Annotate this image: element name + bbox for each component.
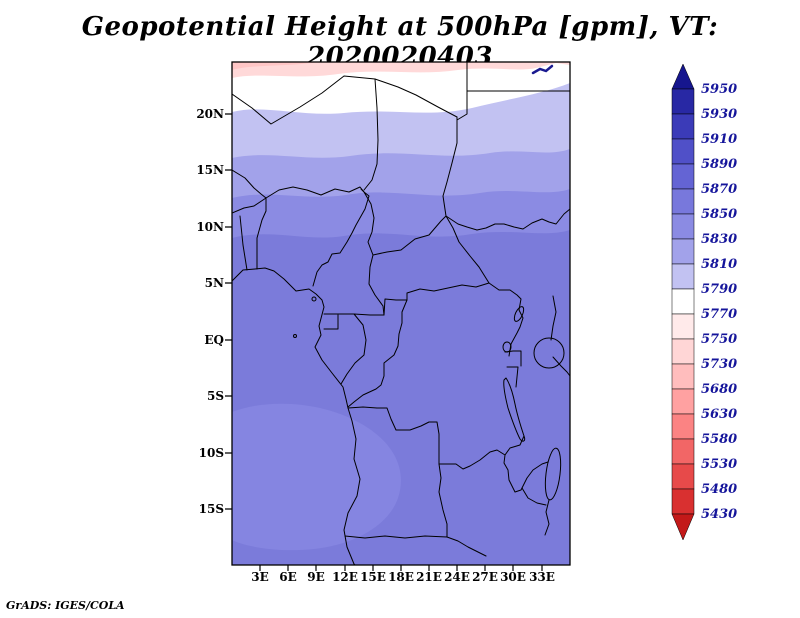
y-axis: 20N 15N 10N 5N EQ 5S 10S 15S [196, 107, 224, 516]
colorbar-label: 5430 [701, 507, 737, 522]
colorbar-label: 5770 [701, 307, 737, 322]
chad-cameroon-border [363, 191, 375, 256]
east-africa-borders [488, 282, 570, 388]
colorbar-label: 5870 [701, 182, 737, 197]
dark-contour-squiggle [531, 64, 554, 75]
lake-tanganyika-outline [503, 377, 526, 442]
contour-fill-field [232, 62, 570, 565]
colorbar-label: 5910 [701, 132, 737, 147]
malawi-zambia-borders [521, 487, 550, 536]
page-title: Geopotential Height at 500hPa [gpm], VT:… [81, 12, 719, 72]
y-tick-label: 5S [207, 389, 224, 403]
colorbar-arrow-up [671, 63, 695, 90]
x-tick-label: 24E [444, 570, 470, 584]
x-tick-label: 9E [307, 570, 325, 584]
x-axis: 3E 6E 9E 12E 15E 18E 21E 24E 27E 30E 33E [251, 570, 555, 584]
sudan-ssudan-border [445, 208, 570, 231]
colorbar-segment [671, 213, 695, 240]
car-cameroon-border [368, 254, 385, 316]
colorbar-segment [671, 313, 695, 340]
x-tick-label: 33E [529, 570, 555, 584]
colorbar-arrow-down [671, 513, 695, 541]
car-drc-congo-river-border [347, 282, 490, 408]
colorbar-label: 5480 [701, 482, 737, 497]
colorbar-label: 5810 [701, 257, 737, 272]
fill-band-sw-patch [232, 403, 401, 551]
chad-car-border [372, 215, 447, 256]
colorbar-label: 5890 [701, 157, 737, 172]
country-borders [232, 62, 570, 565]
zambia-pedicle-borders [438, 435, 549, 493]
axis-tick-marks [225, 113, 543, 571]
lake-edward-outline [502, 341, 512, 353]
cameroon-nigeria-border [312, 188, 370, 287]
grads-attribution: GrADS: IGES/COLA [6, 599, 125, 612]
colorbar-label: 5830 [701, 232, 737, 247]
colorbar-segment [671, 188, 695, 215]
colorbar-segment [671, 238, 695, 265]
x-tick-label: 21E [416, 570, 442, 584]
y-tick-label: 5N [205, 276, 224, 290]
colorbar-label: 5730 [701, 357, 737, 372]
colorbar-label: 5580 [701, 432, 737, 447]
colorbar-segment [671, 363, 695, 390]
colorbar-label: 5530 [701, 457, 737, 472]
sao-tome-island [293, 334, 297, 338]
colorbar-label: 5950 [701, 82, 737, 97]
bioko-island [311, 296, 317, 302]
colorbar-segment [671, 163, 695, 190]
colorbar-segment [671, 488, 695, 515]
colorbar-segment [671, 113, 695, 140]
colorbar-label: 5930 [701, 107, 737, 122]
y-tick-label: 15N [196, 163, 224, 177]
niger-nigeria-border [265, 186, 365, 199]
cameroon-gabon-congo-borders [323, 298, 408, 385]
fill-band-5750-5770 [232, 62, 570, 78]
x-tick-label: 30E [500, 570, 526, 584]
x-tick-label: 12E [332, 570, 358, 584]
x-tick-label: 18E [388, 570, 414, 584]
colorbar-segment [671, 413, 695, 440]
colorbar-segment [671, 263, 695, 290]
colorbar-segment [671, 338, 695, 365]
colorbar-labels: 5950 5930 5910 5890 5870 5850 5830 5810 … [701, 82, 737, 522]
fill-band-5730-5750 [232, 62, 318, 70]
lake-albert-outline [513, 306, 525, 322]
y-tick-label: EQ [204, 333, 224, 347]
colorbar-label: 5750 [701, 332, 737, 347]
niger-chad-border [363, 78, 379, 191]
coastline [232, 267, 361, 565]
lake-malawi-outline [544, 447, 562, 501]
colorbar-segment [671, 138, 695, 165]
colorbar-segment [671, 88, 695, 115]
colorbar [671, 63, 695, 541]
lake-victoria-outline [533, 337, 565, 369]
colorbar-segment [671, 388, 695, 415]
benin-togo-burkina-borders [232, 169, 267, 271]
y-tick-label: 10N [196, 220, 224, 234]
colorbar-label: 5790 [701, 282, 737, 297]
y-tick-label: 15S [199, 502, 224, 516]
y-tick-label: 20N [196, 107, 224, 121]
colorbar-label: 5630 [701, 407, 737, 422]
colorbar-segment [671, 438, 695, 465]
colorbar-segment [671, 288, 695, 315]
sahara-borders [232, 62, 570, 125]
x-tick-label: 15E [360, 570, 386, 584]
colorbar-segment [671, 463, 695, 490]
colorbar-label: 5850 [701, 207, 737, 222]
y-tick-label: 10S [199, 446, 224, 460]
x-tick-label: 27E [472, 570, 498, 584]
angola-borders [344, 406, 487, 557]
colorbar-label: 5680 [701, 382, 737, 397]
x-tick-label: 3E [251, 570, 269, 584]
x-tick-label: 6E [279, 570, 297, 584]
